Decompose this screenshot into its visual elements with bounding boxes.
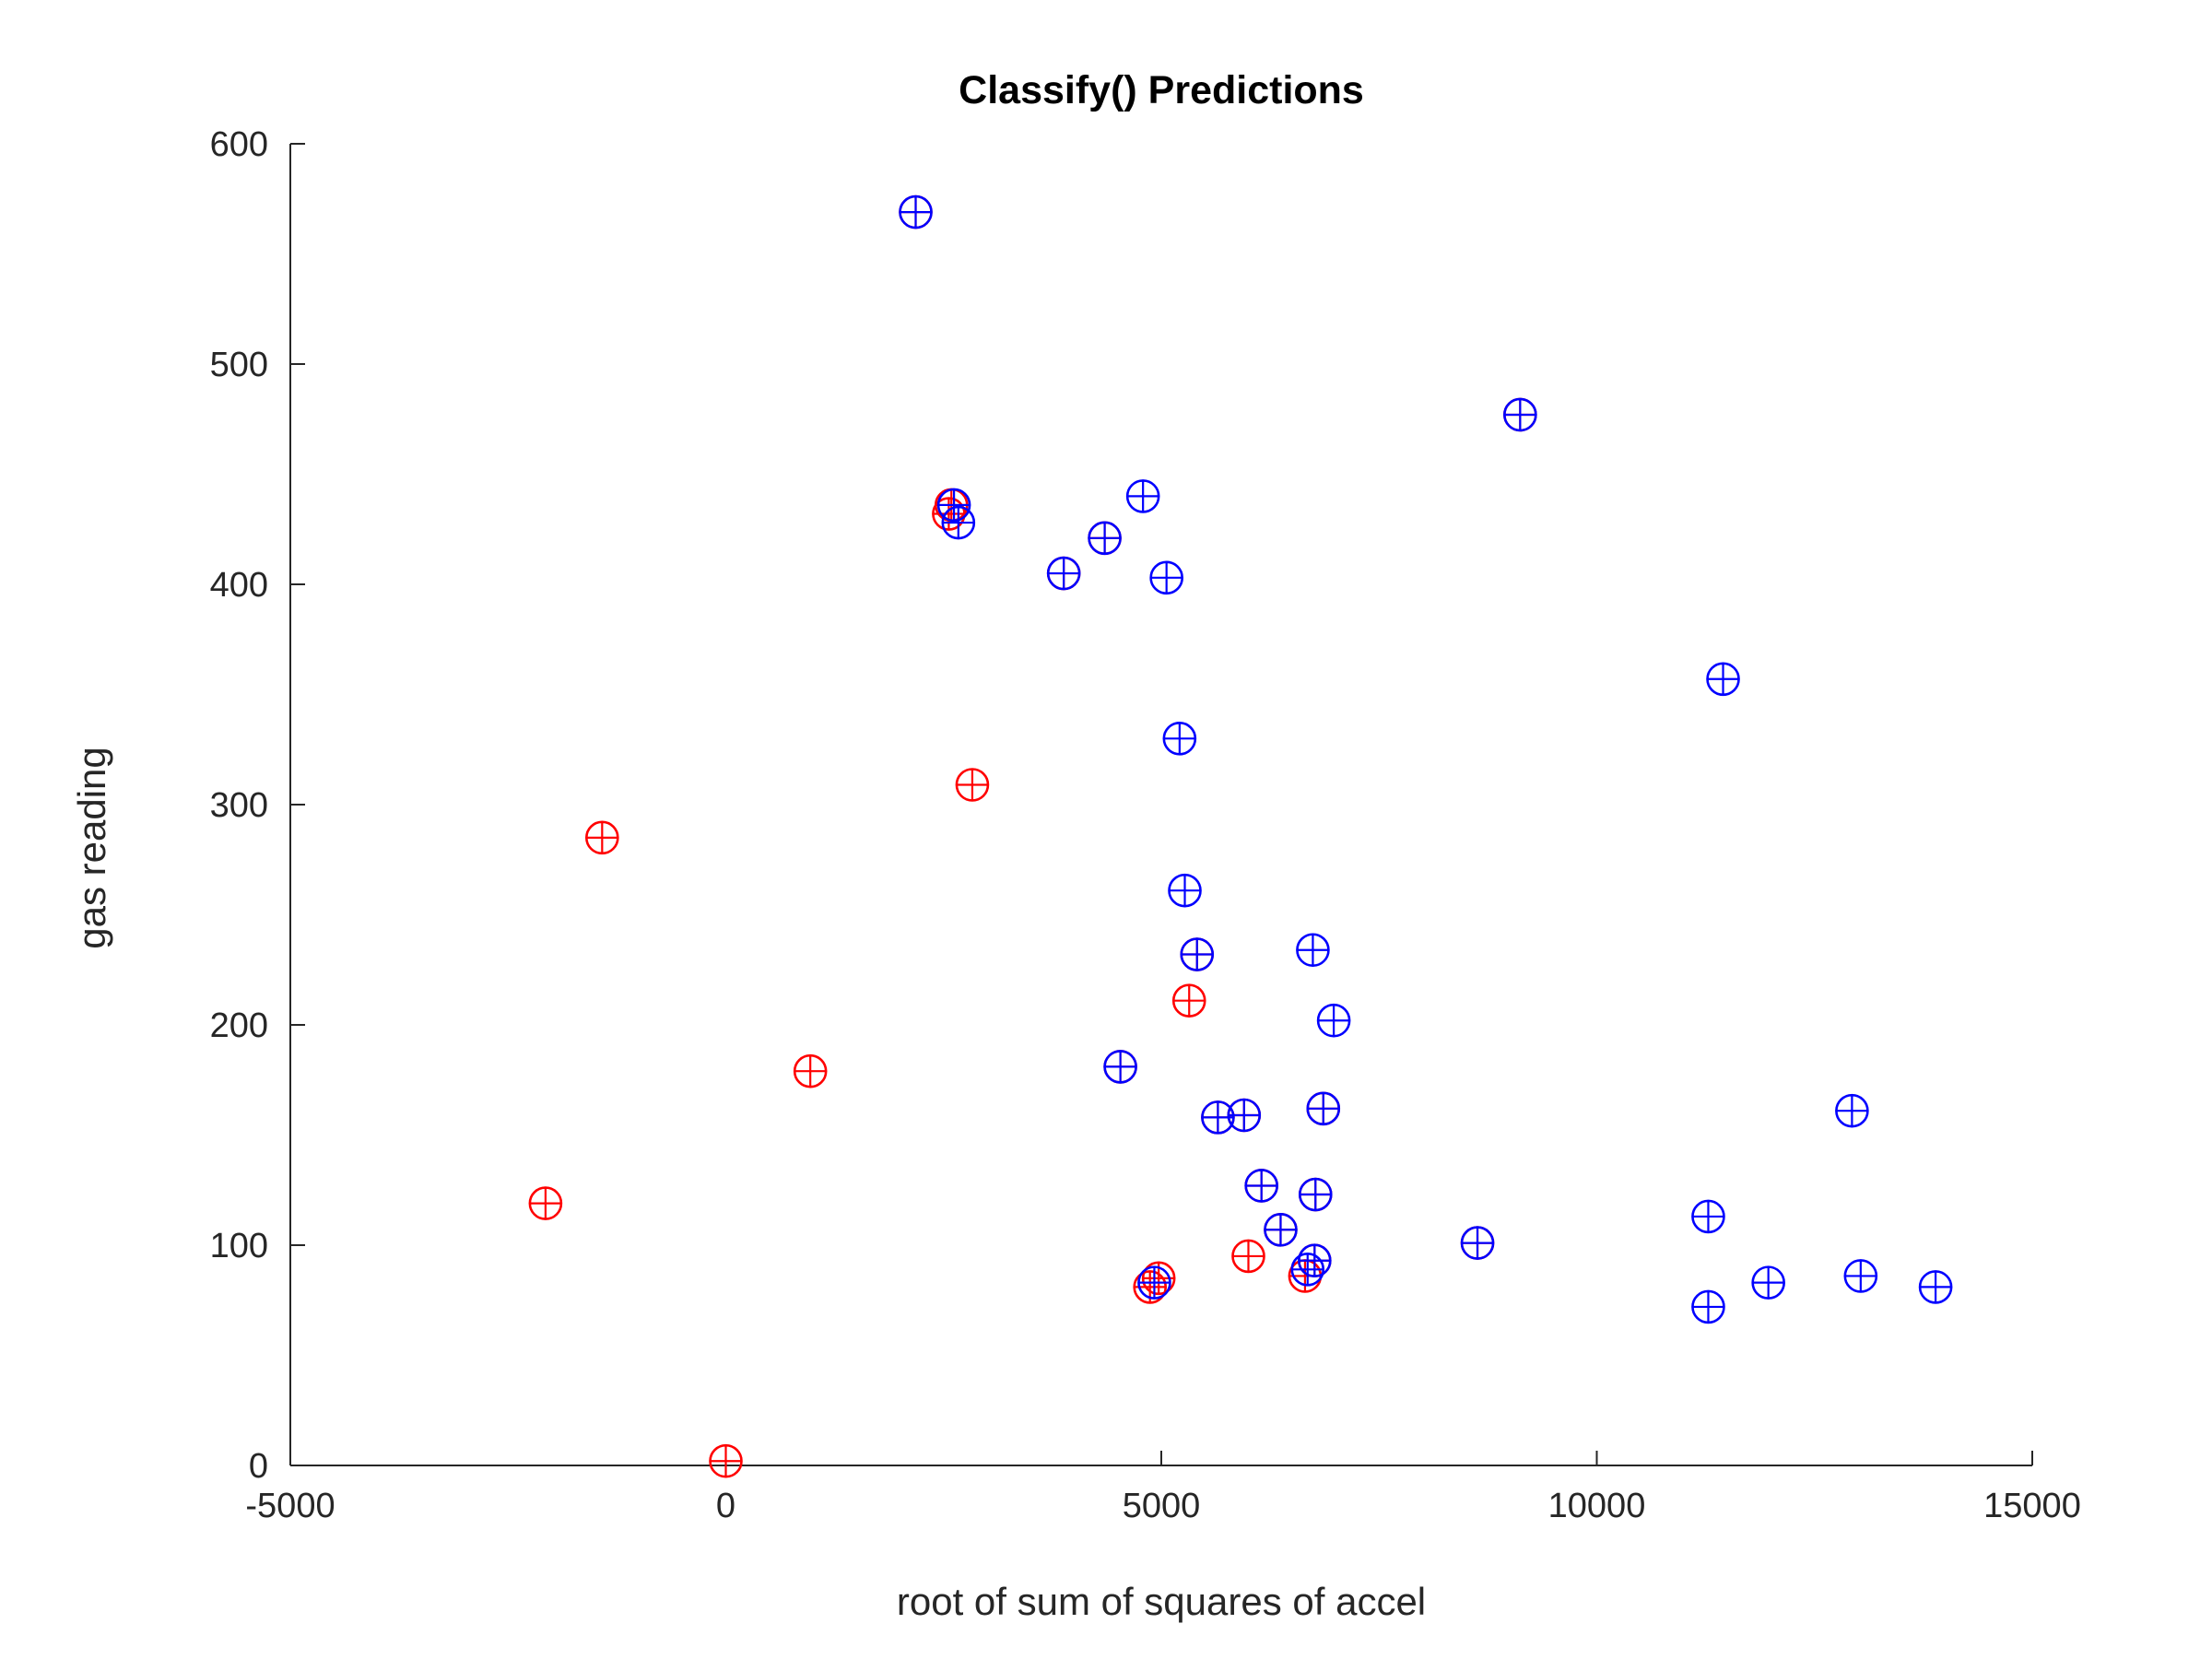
x-axis-label: root of sum of squares of accel	[897, 1580, 1426, 1623]
data-point-blue	[1918, 1270, 1953, 1304]
x-tick-label: 0	[716, 1487, 735, 1525]
data-point-blue	[1264, 1212, 1298, 1247]
data-point-blue	[1298, 1177, 1333, 1212]
data-point-red	[793, 1053, 828, 1088]
data-point-blue	[1046, 556, 1081, 591]
chart-title: Classify() Predictions	[959, 68, 1364, 112]
data-point-blue	[1168, 873, 1202, 908]
x-tick-label: 10000	[1548, 1487, 1646, 1525]
data-marks	[528, 194, 1953, 1478]
data-point-red	[1231, 1239, 1265, 1274]
data-point-blue	[1149, 560, 1183, 595]
data-point-blue	[899, 194, 933, 229]
data-point-blue	[936, 488, 971, 523]
data-point-blue	[1691, 1289, 1725, 1324]
series-blue	[899, 194, 1953, 1324]
x-tick-label: 5000	[1123, 1487, 1201, 1525]
data-point-red	[1171, 983, 1206, 1018]
data-point-blue	[1088, 521, 1122, 556]
series-red	[528, 194, 1537, 1478]
data-point-red	[932, 497, 966, 531]
data-point-blue	[1460, 1226, 1495, 1260]
x-tick-label: -5000	[245, 1487, 335, 1525]
data-point-blue	[1103, 1050, 1137, 1084]
y-tick-label: 300	[210, 786, 268, 825]
y-tick-label: 600	[210, 125, 268, 164]
data-point-blue	[1298, 1243, 1332, 1278]
data-point-blue	[1125, 479, 1160, 513]
data-point-blue	[1843, 1259, 1878, 1293]
data-point-blue	[1137, 1265, 1171, 1300]
y-tick-label: 200	[210, 1006, 268, 1045]
data-point-blue	[1503, 397, 1537, 432]
y-tick-label: 0	[249, 1447, 268, 1486]
data-point-red	[709, 1443, 743, 1478]
x-tick-label: 15000	[1983, 1487, 2081, 1525]
data-point-red	[528, 1186, 563, 1220]
data-point-blue	[1227, 1098, 1262, 1133]
data-point-blue	[1316, 1003, 1351, 1038]
data-point-blue	[1290, 1252, 1325, 1287]
data-point-blue	[1162, 721, 1197, 756]
data-point-blue	[1706, 662, 1740, 697]
y-axis-label: gas reading	[70, 747, 113, 949]
data-point-blue	[1835, 1093, 1869, 1128]
data-point-blue	[1306, 1091, 1341, 1126]
y-tick-label: 400	[210, 566, 268, 605]
data-point-blue	[1180, 937, 1215, 971]
data-point-blue	[1296, 933, 1330, 968]
data-point-blue	[1691, 1199, 1725, 1234]
y-tick-label: 100	[210, 1227, 268, 1265]
data-point-blue	[941, 505, 976, 540]
y-tick-label: 500	[210, 346, 268, 384]
data-point-red	[955, 768, 990, 802]
data-point-red	[585, 820, 619, 855]
data-point-blue	[1751, 1265, 1785, 1300]
data-point-blue	[1244, 1169, 1278, 1203]
